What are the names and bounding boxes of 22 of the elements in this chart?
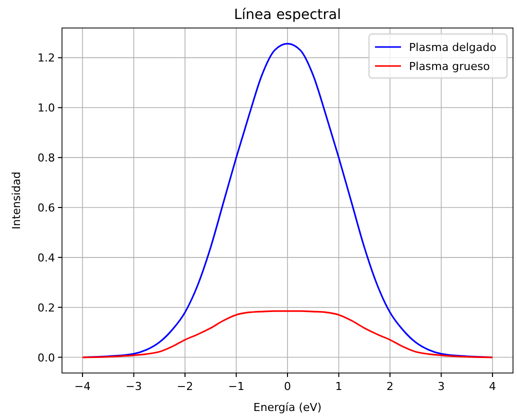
y-tick-label: 0.6 xyxy=(38,201,55,214)
y-tick-label: 1.2 xyxy=(38,52,55,65)
x-tick-label: 2 xyxy=(386,380,394,393)
y-tick-label: 0.4 xyxy=(38,251,55,264)
x-tick-label: 3 xyxy=(438,380,445,393)
x-tick-label: −2 xyxy=(176,380,194,393)
x-tick-label: 1 xyxy=(335,380,342,393)
chart-title: Línea espectral xyxy=(234,7,342,23)
x-tick-label: 4 xyxy=(489,380,496,393)
y-tick-label: 0.0 xyxy=(38,351,55,364)
x-axis-title: Energía (eV) xyxy=(253,401,322,414)
x-tick-label: −1 xyxy=(228,380,244,393)
x-tick-label: 0 xyxy=(284,380,291,393)
line-series xyxy=(82,310,494,358)
legend-label: Plasma grueso xyxy=(409,60,490,73)
x-tick-label: −4 xyxy=(74,380,91,393)
y-tick-label: 0.8 xyxy=(38,152,55,165)
legend-label: Plasma delgado xyxy=(409,41,497,54)
y-axis-title: Intensidad xyxy=(10,172,23,230)
y-tick-label: 1.0 xyxy=(38,102,55,115)
y-tick-label: 0.2 xyxy=(38,301,55,314)
x-tick-label: −3 xyxy=(126,380,142,393)
